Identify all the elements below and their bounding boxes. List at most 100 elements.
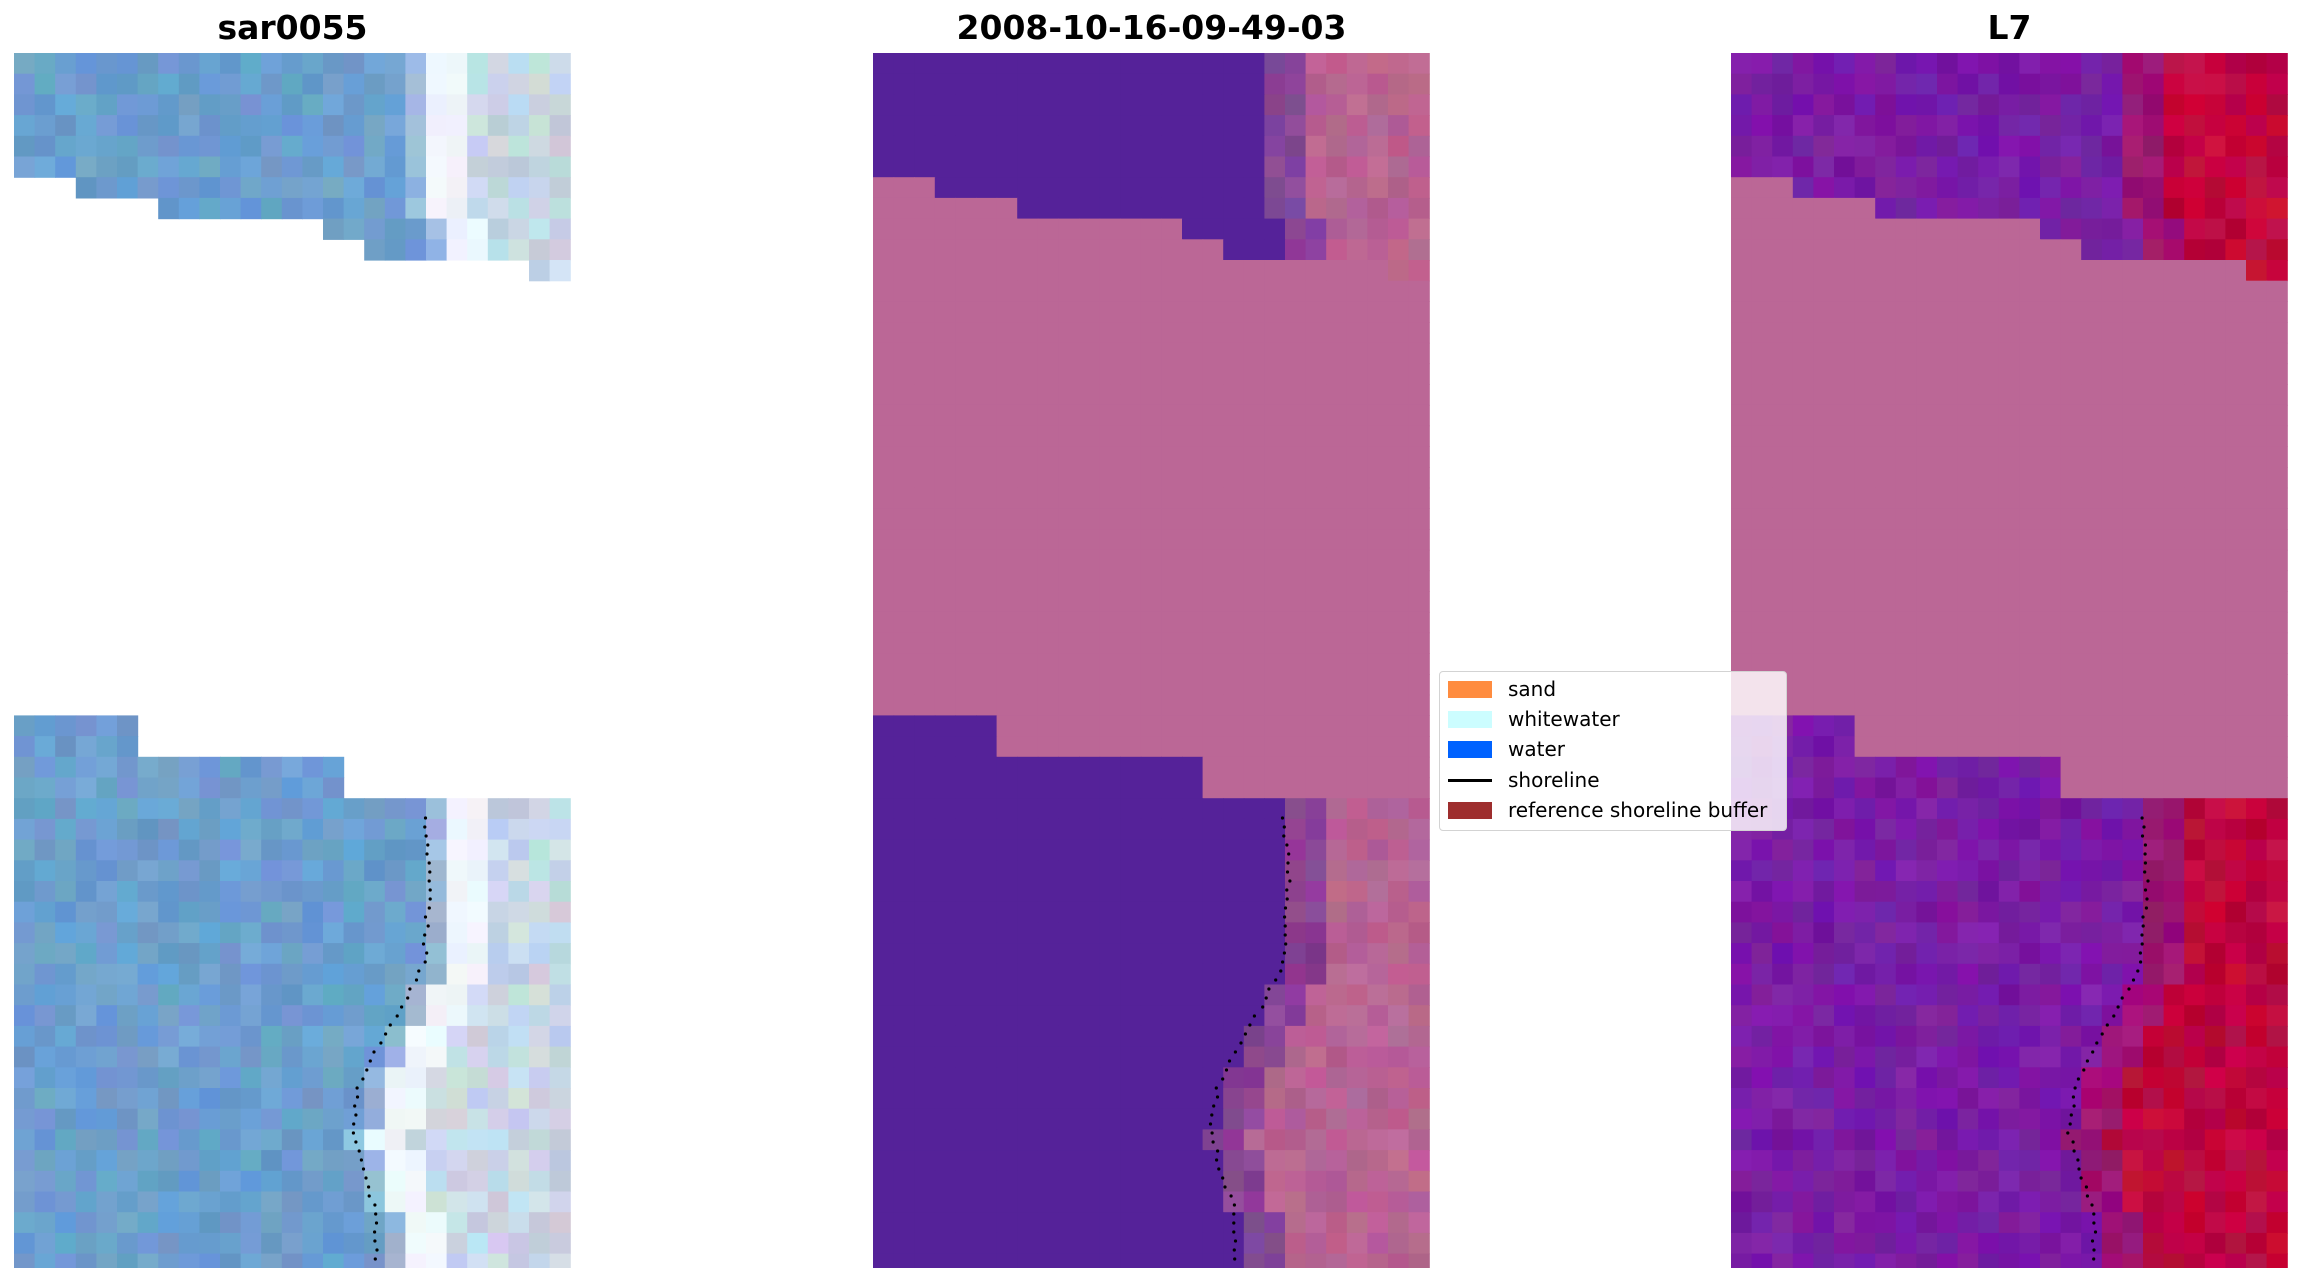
nodata-pixel [1854, 301, 1876, 323]
nodata-pixel [1058, 736, 1080, 758]
shoreline-dot [1285, 870, 1290, 874]
image-pixel [2122, 177, 2144, 199]
image-pixel [158, 881, 180, 903]
image-pixel [508, 963, 530, 986]
image-pixel [1182, 1150, 1204, 1172]
nodata-pixel [1182, 694, 1204, 716]
image-pixel [1937, 73, 1959, 95]
image-pixel [302, 177, 324, 199]
image-pixel [1731, 1005, 1753, 1027]
nodata-pixel [1140, 384, 1162, 406]
image-pixel [1813, 115, 1835, 137]
image-pixel [14, 1046, 36, 1068]
nodata-pixel [2163, 611, 2185, 634]
image-pixel [1285, 984, 1307, 1006]
image-pixel [1834, 53, 1856, 75]
image-pixel [178, 818, 200, 841]
nodata-pixel [1408, 301, 1430, 323]
image-pixel [1772, 1046, 1794, 1068]
shoreline-dot [351, 1131, 355, 1135]
shoreline-dot [352, 1122, 356, 1126]
nodata-pixel [1937, 549, 1959, 572]
image-pixel [1772, 73, 1794, 95]
nodata-pixel [1978, 632, 2000, 654]
image-pixel [467, 881, 489, 903]
image-pixel [117, 1046, 139, 1068]
image-pixel [1731, 984, 1753, 1006]
image-pixel [508, 1088, 530, 1110]
nodata-pixel [893, 674, 915, 696]
image-pixel [996, 860, 1018, 882]
image-pixel [1305, 798, 1327, 820]
image-pixel [1937, 1025, 1959, 1048]
nodata-pixel [2163, 404, 2185, 427]
image-pixel [508, 94, 530, 116]
image-pixel [1813, 943, 1835, 965]
nodata-pixel [934, 322, 956, 344]
nodata-pixel [893, 280, 915, 302]
nodata-pixel [1120, 674, 1142, 696]
image-pixel [1731, 1212, 1753, 1234]
image-pixel [1099, 1170, 1121, 1193]
image-pixel [1140, 777, 1162, 799]
nodata-pixel [996, 322, 1018, 344]
image-pixel [976, 1005, 998, 1027]
image-pixel [302, 1025, 324, 1048]
nodata-pixel [914, 239, 936, 261]
image-pixel [1998, 818, 2020, 841]
nodata-pixel [976, 239, 998, 261]
nodata-pixel [1326, 529, 1348, 551]
nodata-pixel [2266, 467, 2288, 489]
nodata-pixel [2143, 280, 2165, 302]
nodata-pixel [914, 404, 936, 427]
image-pixel [96, 115, 118, 137]
image-pixel [199, 156, 221, 178]
nodata-pixel [1079, 632, 1101, 654]
nodata-pixel [1079, 301, 1101, 323]
nodata-pixel [976, 197, 998, 220]
image-pixel [1058, 860, 1080, 882]
shoreline-dot [1212, 1104, 1216, 1108]
image-pixel [2122, 94, 2144, 116]
nodata-pixel [1079, 653, 1101, 675]
image-pixel [302, 1067, 324, 1089]
nodata-pixel [1305, 487, 1327, 509]
image-pixel [893, 1150, 915, 1172]
image-pixel [873, 73, 895, 95]
image-pixel [1834, 839, 1856, 861]
nodata-pixel [955, 342, 977, 365]
image-pixel [364, 798, 386, 820]
nodata-pixel [914, 508, 936, 530]
image-pixel [2266, 963, 2288, 986]
image-pixel [2040, 197, 2062, 220]
nodata-pixel [2266, 756, 2288, 779]
image-pixel [220, 943, 242, 965]
image-pixel [55, 839, 77, 861]
nodata-pixel [934, 301, 956, 323]
image-pixel [2122, 922, 2144, 944]
image-pixel [1120, 943, 1142, 965]
image-pixel [384, 881, 406, 903]
shoreline-dot [1282, 825, 1286, 829]
image-pixel [1937, 777, 1959, 799]
shoreline-dot [2072, 1104, 2076, 1108]
nodata-pixel [1854, 570, 1876, 592]
shoreline-dot [2140, 816, 2144, 820]
image-pixel [914, 860, 936, 882]
image-pixel [1854, 115, 1876, 137]
image-pixel [158, 922, 180, 944]
nodata-pixel [2060, 736, 2082, 758]
image-pixel [426, 839, 448, 861]
image-pixel [2204, 135, 2226, 158]
image-pixel [55, 1191, 77, 1213]
image-pixel [55, 984, 77, 1006]
image-pixel [158, 798, 180, 820]
nodata-pixel [1834, 301, 1856, 323]
image-pixel [529, 218, 551, 240]
nodata-pixel [996, 301, 1018, 323]
image-pixel [75, 1150, 97, 1172]
image-pixel [873, 135, 895, 158]
nodata-pixel [1326, 467, 1348, 489]
nodata-pixel [1140, 363, 1162, 385]
nodata-pixel [1305, 653, 1327, 675]
